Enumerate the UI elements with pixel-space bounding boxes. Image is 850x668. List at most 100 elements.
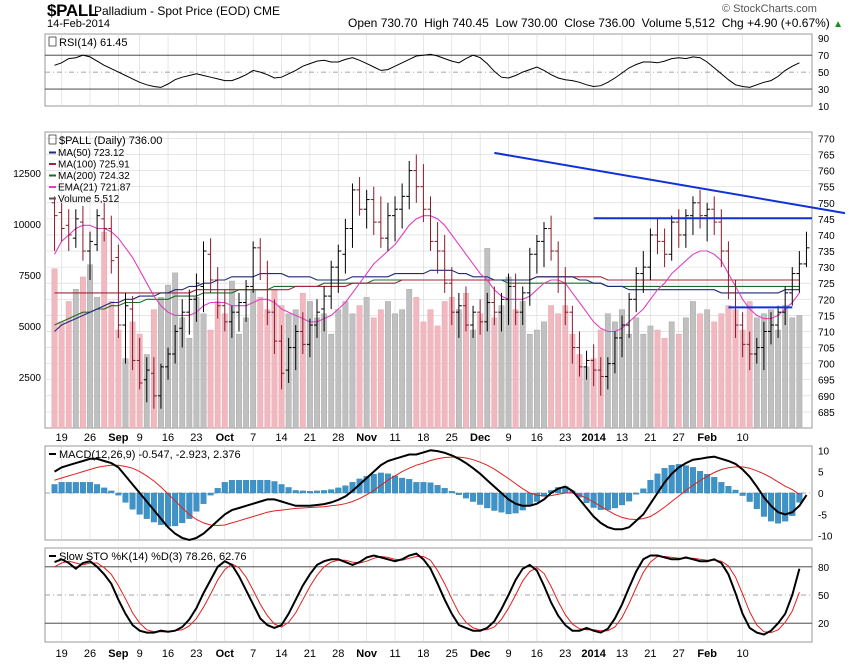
ohlc-bar (94, 209, 101, 252)
volume-bar (789, 317, 796, 429)
volume-bar (349, 313, 356, 429)
macd-histogram-bar (455, 492, 462, 495)
price-x-label: 11 (389, 432, 400, 444)
chart-date: 14-Feb-2014 (47, 18, 110, 30)
macd-histogram-bar (470, 492, 477, 502)
rsi-tick-label: 10 (818, 102, 830, 113)
macd-histogram-bar (306, 491, 313, 494)
volume-bar (250, 288, 257, 429)
price-tick-label: 730 (818, 263, 835, 274)
macd-histogram-bar (718, 482, 725, 494)
volume-bar (72, 288, 79, 429)
ohlc-bar (796, 251, 803, 293)
bottom-x-label: 26 (84, 648, 96, 660)
volume-tick-label: 2500 (19, 373, 42, 384)
macd-histogram-bar (406, 479, 413, 494)
macd-histogram-bar (328, 489, 335, 494)
sto-tick-label: 50 (818, 591, 830, 602)
volume-bar (753, 317, 760, 429)
volume-bar (214, 301, 221, 429)
volume-bar (633, 317, 640, 429)
price-tick-label: 685 (818, 408, 835, 419)
ohlc-bar (356, 177, 363, 216)
ohlc-bar (58, 202, 65, 242)
bottom-x-label: 14 (275, 648, 287, 660)
volume-bar (65, 301, 72, 429)
legend-ma50: MA(50) 723.12 (58, 148, 125, 159)
volume-bar (760, 313, 767, 429)
ohlc-bar (668, 215, 675, 261)
price-title: $PALL (Daily) 736.00 (59, 135, 162, 147)
exchange: CME (253, 4, 281, 18)
volume-bar (512, 309, 519, 429)
ohlc-bar (505, 273, 512, 326)
volume-bar (668, 321, 675, 429)
macd-histogram-bar (739, 492, 746, 496)
macd-histogram-bar (448, 491, 455, 494)
volume-bar (690, 301, 696, 429)
ohlc-bar (278, 325, 285, 390)
ohlc-bar (136, 337, 143, 390)
symbol: $PALL (47, 1, 99, 20)
rsi-line (54, 53, 800, 88)
ohlc-bar (285, 337, 292, 383)
ohlc-bar (150, 357, 157, 409)
bottom-x-label: 2014 (581, 648, 606, 660)
macd-histogram-bar (108, 490, 115, 494)
macd-histogram-bar (87, 482, 94, 494)
ohlc-bar (548, 215, 555, 261)
volume-bar (434, 325, 441, 429)
volume-bar (427, 309, 434, 429)
low-value: 730.00 (520, 16, 558, 30)
sto-tick-label: 20 (818, 619, 830, 630)
price-tick-label: 740 (818, 231, 835, 242)
bottom-x-label: 11 (389, 648, 400, 660)
volume-tick-label: 12500 (13, 169, 41, 180)
bottom-x-label: 9 (505, 648, 511, 660)
macd-histogram-bar (65, 482, 72, 494)
macd-histogram-bar (675, 464, 682, 494)
ohlc-bar (760, 321, 767, 371)
sto-title: Slow STO %K(14) %D(3) 78.26, 62.76 (59, 551, 247, 563)
descending-trendline (494, 151, 846, 215)
macd-histogram-bar (689, 467, 696, 494)
macd-histogram-bar (611, 492, 618, 509)
ohlc-bar (349, 183, 356, 248)
ohlc-bar (462, 286, 469, 332)
volume-bar (51, 268, 58, 429)
bottom-x-label: 10 (736, 648, 748, 660)
volume-bar (526, 333, 533, 429)
ohlc-bar (448, 267, 455, 326)
volume-bar (228, 280, 235, 429)
bottom-x-label: Dec (470, 648, 490, 660)
macd-histogram-bar (682, 465, 689, 494)
bottom-x-label: 25 (446, 648, 458, 660)
macd-histogram-bar (335, 487, 342, 494)
price-x-label: 21 (644, 432, 656, 444)
ohlc-bar (193, 273, 200, 322)
macd-histogram-bar (271, 481, 278, 494)
macd-histogram-bar (101, 487, 108, 494)
price-x-label: 25 (446, 432, 458, 444)
ohlc-bar (782, 286, 789, 326)
price-x-label: 2014 (581, 432, 606, 444)
macd-histogram-bar (115, 492, 122, 496)
volume-bar (548, 305, 554, 429)
macd-histogram-bar (668, 465, 675, 494)
ohlc-bar (179, 299, 186, 348)
price-tick-label: 755 (818, 183, 835, 194)
macd-histogram-bar (165, 492, 172, 527)
volume-bar (356, 305, 363, 429)
ohlc-bar (157, 363, 164, 409)
volume-bar (718, 313, 725, 429)
price-tick-label: 745 (818, 215, 835, 226)
macd-histogram-bar (399, 477, 406, 494)
macd-histogram-bar (122, 492, 129, 503)
ohlc-bar (406, 160, 413, 210)
macd-histogram-bar (519, 492, 526, 511)
ohlc-bar (675, 209, 682, 248)
price-tick-label: 735 (818, 247, 835, 258)
macd-histogram-bar (157, 492, 164, 525)
macd-histogram-bar (243, 480, 250, 494)
macd-histogram-bar (363, 476, 370, 494)
